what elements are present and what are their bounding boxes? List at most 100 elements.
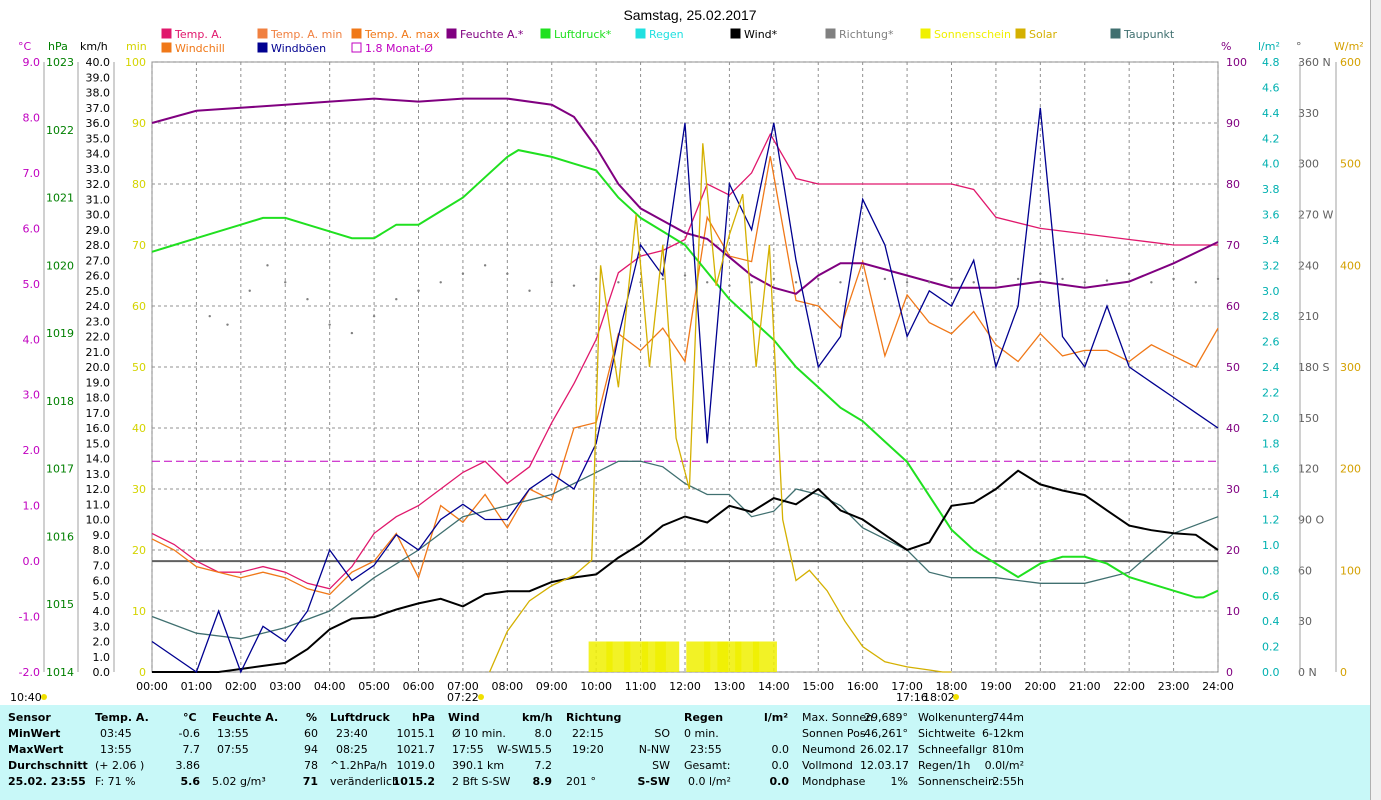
legend-swatch xyxy=(730,28,741,39)
direction-point xyxy=(1061,277,1064,281)
extra-r3-val: 810m xyxy=(992,743,1024,756)
axis-tick-label: 2.0 xyxy=(23,444,41,457)
wind-r1-val: 8.0 xyxy=(534,727,553,740)
direction-point xyxy=(817,277,820,281)
temp-avg-val: 3.86 xyxy=(175,759,201,772)
axis-tick-label: 1014 xyxy=(46,666,74,679)
sunrise-time: 07:22 xyxy=(447,691,479,704)
axis-tick-label: 1017 xyxy=(46,463,74,476)
sun-r1-label: Max. Sonnen xyxy=(802,711,874,724)
rain-r3-label: Gesamt: xyxy=(684,759,731,772)
direction-point xyxy=(594,277,598,281)
axis-tick-label: 4.4 xyxy=(1262,107,1280,120)
direction-point xyxy=(1105,279,1109,282)
legend-label: 1.8 Monat-Ø xyxy=(365,42,433,55)
axis-tick-label: 100 xyxy=(1340,564,1361,577)
legend-swatch xyxy=(635,28,646,39)
axis-tick-label: 30.0 xyxy=(86,209,111,222)
left-time-label: 10:40 xyxy=(10,691,42,704)
axis-tick-label: 1.0 xyxy=(23,500,41,513)
press-unit: hPa xyxy=(412,711,436,724)
axis-tick-label: 11.0 xyxy=(86,498,111,511)
temp-avg-trend: (+ 2.06 ) xyxy=(95,759,145,772)
hum-cur-info: 5.02 g/m³ xyxy=(212,775,266,788)
row-durchschnitt: Durchschnitt xyxy=(8,759,88,772)
legend-label: Taupunkt xyxy=(1123,28,1175,41)
press-avg-val: 1019.0 xyxy=(396,759,436,772)
rain-r2-time: 23:55 xyxy=(690,743,722,756)
direction-point xyxy=(683,274,687,277)
direction-point xyxy=(372,314,376,318)
sun-r4-label: Vollmond xyxy=(802,759,853,772)
x-tick-label: 17:00 xyxy=(891,680,923,693)
x-tick-label: 15:00 xyxy=(802,680,834,693)
axis-tick-label: 1.0 xyxy=(93,651,111,664)
axis-tick-label: 100 xyxy=(125,56,146,69)
x-tick-label: 11:00 xyxy=(625,680,657,693)
direction-point xyxy=(994,281,998,284)
axis-tick-label: 25.0 xyxy=(86,285,111,298)
press-min-val: 1015.1 xyxy=(396,727,436,740)
wind-r1-label: Ø 10 min. xyxy=(452,727,506,740)
axis-tick-label: -2.0 xyxy=(19,666,40,679)
axis-tick-label: 0.4 xyxy=(1262,615,1280,628)
dir-r1-val: SO xyxy=(654,727,670,740)
sun-r1-val: 29,689° xyxy=(864,711,908,724)
x-tick-label: 09:00 xyxy=(536,680,568,693)
unit-sun: min xyxy=(126,40,147,53)
direction-point xyxy=(226,323,229,326)
axis-tick-label: 26.0 xyxy=(86,270,111,283)
extra-r4-val: 0.0l/m² xyxy=(984,759,1024,772)
axis-tick-label: 60 xyxy=(1298,564,1312,577)
axis-tick-label: 34.0 xyxy=(86,148,111,161)
axis-tick-label: 3.0 xyxy=(23,389,41,402)
direction-point xyxy=(550,281,553,284)
press-header: Luftdruck xyxy=(330,711,390,724)
legend-label: Windchill xyxy=(175,42,225,55)
reference-lines xyxy=(152,460,1218,563)
legend-label: Regen xyxy=(649,28,684,41)
axis-tick-label: 150 xyxy=(1298,412,1319,425)
axis-tick-label: 4.2 xyxy=(1262,132,1280,145)
press-avg-trend: ^1.2hPa/h xyxy=(330,759,388,772)
row-minwert: MinWert xyxy=(8,727,61,740)
axis-tick-label: 21.0 xyxy=(86,346,111,359)
extra-r5-label: Sonnenschein xyxy=(918,775,995,788)
extra-r2-label: Sichtweite xyxy=(918,727,976,740)
legend-label: Luftdruck* xyxy=(554,28,612,41)
extra-r3-label: Schneefallgr xyxy=(918,743,987,756)
direction-point xyxy=(839,281,842,284)
axis-tick-label: 1.2 xyxy=(1262,514,1280,527)
axis-tick-label: 2.0 xyxy=(1262,412,1280,425)
axis-tick-label: 30 xyxy=(1298,615,1312,628)
axis-tick-label: 7.0 xyxy=(23,167,41,180)
series-line xyxy=(151,460,1219,640)
sun-r3-val: 26.02.17 xyxy=(860,743,909,756)
legend-swatch xyxy=(920,28,931,39)
axis-tick-label: 4.0 xyxy=(23,333,41,346)
rain-r3-val: 0.0 xyxy=(771,759,790,772)
axis-tick-label: 70 xyxy=(1226,239,1240,252)
unit-rain: l/m² xyxy=(1258,40,1280,53)
axis-tick-label: 0 xyxy=(139,666,146,679)
hum-min-val: 60 xyxy=(304,727,318,740)
legend-label: Sonnenschein xyxy=(934,28,1011,41)
weather-chart: Samstag, 25.02.2017 Temp. A. Temp. A. min… xyxy=(10,7,1364,704)
axis-tick-label: 5.0 xyxy=(93,590,111,603)
direction-point xyxy=(439,281,442,284)
axis-tick-label: 1.4 xyxy=(1262,488,1280,501)
direction-point xyxy=(306,298,309,301)
axis-tick-label: 90 xyxy=(1226,117,1240,130)
direction-point xyxy=(639,281,642,284)
axis-tick-label: 240 xyxy=(1298,259,1319,272)
axis-tick-label: 0.0 xyxy=(1262,666,1280,679)
axis-tick-label: 100 xyxy=(1226,56,1247,69)
x-tick-label: 24:00 xyxy=(1202,680,1234,693)
axis-tick-label: 400 xyxy=(1340,259,1361,272)
axis-tick-label: 0 xyxy=(1340,666,1347,679)
sun-r3-label: Neumond xyxy=(802,743,856,756)
legend-swatch xyxy=(825,28,836,39)
axis-tick-label: 300 xyxy=(1298,158,1319,171)
x-tick-label: 18:00 xyxy=(936,680,968,693)
direction-point xyxy=(1039,272,1042,276)
